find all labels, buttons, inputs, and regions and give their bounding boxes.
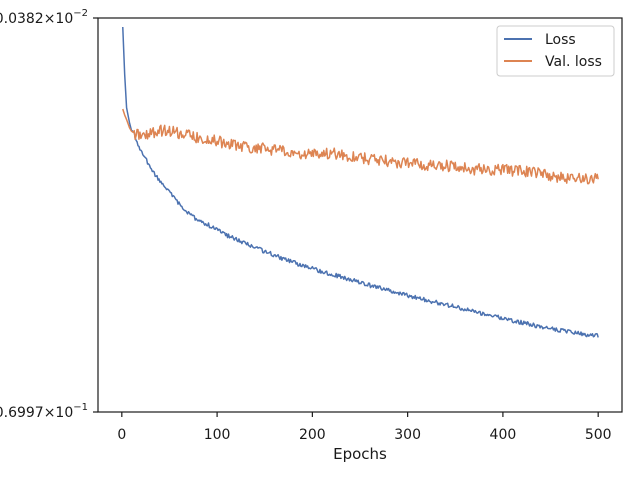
legend-label-loss: Loss [545,32,576,48]
legend: Loss Val. loss [496,25,615,77]
x-tick-label: 0 [117,427,126,443]
x-axis-label: Epochs [333,445,387,463]
x-tick-label: 400 [490,427,517,443]
x-tick-label: 500 [585,427,612,443]
series-line-val-loss [122,108,599,185]
x-tick-label: 100 [204,427,231,443]
y-tick-label: 0.0382×10−2 [0,8,88,27]
x-tick-label: 300 [394,427,421,443]
x-tick-label: 200 [299,427,326,443]
y-tick-label: 0.6997×10−1 [0,402,88,421]
ticks-layer: 0 100 200 300 400 500 0.0382×10−2 0.6997×10−1 [0,8,612,443]
plot-area-frame [97,17,623,413]
legend-label-val-loss: Val. loss [545,54,602,70]
series-layer [122,26,599,338]
series-line-loss [122,26,599,338]
